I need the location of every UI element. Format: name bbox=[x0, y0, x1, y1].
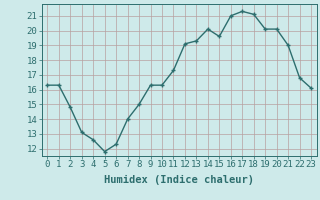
X-axis label: Humidex (Indice chaleur): Humidex (Indice chaleur) bbox=[104, 175, 254, 185]
